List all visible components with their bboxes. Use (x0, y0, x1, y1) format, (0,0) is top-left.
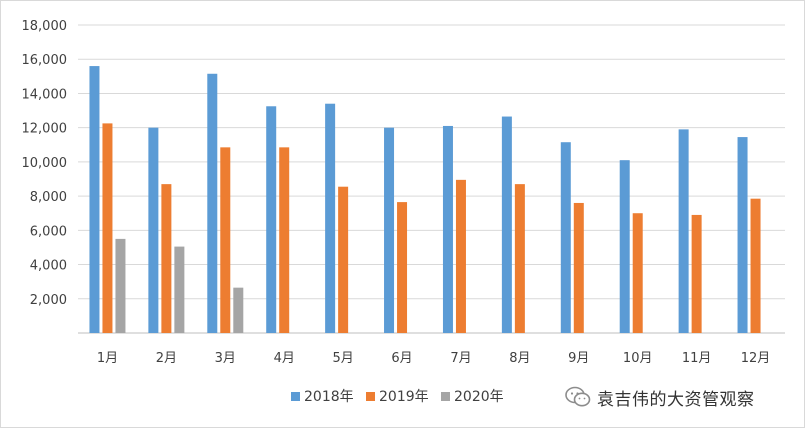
y-tick-label: 12,000 (22, 122, 68, 137)
bar-2018年-4月 (266, 106, 277, 334)
x-tick-label: 11月 (682, 351, 712, 366)
bar-2019年-7月 (455, 179, 466, 333)
bar-2018年-7月 (442, 125, 453, 333)
bar-2018年-6月 (384, 127, 395, 334)
bar-2019年-2月 (161, 184, 172, 333)
bar-2020年-2月 (174, 246, 185, 333)
bar-2018年-10月 (619, 160, 630, 333)
x-tick-label: 9月 (568, 351, 589, 366)
y-tick-label: 8,000 (30, 190, 67, 205)
y-tick-label: 14,000 (22, 87, 68, 102)
legend-swatch (366, 392, 375, 401)
bar-2019年-4月 (279, 147, 290, 333)
legend-swatch (441, 392, 450, 401)
y-tick-label: 18,000 (22, 19, 68, 34)
y-tick-label: 4,000 (30, 259, 67, 274)
legend-label: 2018年 (304, 389, 354, 405)
bar-2019年-1月 (102, 123, 113, 333)
x-tick-label: 12月 (741, 351, 771, 366)
bar-2018年-1月 (89, 66, 100, 334)
bar-2019年-9月 (573, 202, 584, 333)
x-tick-label: 1月 (97, 351, 118, 366)
bar-2018年-12月 (737, 137, 748, 333)
x-tick-label: 6月 (391, 351, 412, 366)
bar-2019年-12月 (750, 198, 761, 333)
bar-2018年-8月 (501, 116, 512, 334)
bar-2019年-8月 (514, 184, 525, 333)
gridlines (78, 24, 785, 300)
bar-2018年-3月 (207, 73, 218, 334)
bar-2018年-11月 (678, 129, 689, 333)
bar-2019年-5月 (338, 186, 349, 333)
x-axis-ticks: 1月 2月 3月 4月 5月 6月 7月 8月 9月 10月 11月 12月 (97, 351, 770, 366)
x-tick-label: 10月 (623, 351, 653, 366)
y-tick-label: 6,000 (30, 224, 67, 239)
y-tick-label: 2,000 (30, 293, 67, 308)
y-tick-label: 16,000 (22, 53, 68, 68)
x-tick-label: 2月 (156, 351, 177, 366)
watermark-text: 袁吉伟的大资管观察 (597, 389, 755, 410)
legend-swatch (291, 392, 300, 401)
x-tick-label: 5月 (332, 351, 353, 366)
x-tick-label: 7月 (450, 351, 471, 366)
y-tick-label: 10,000 (22, 156, 68, 171)
bar-2019年-11月 (691, 214, 702, 333)
bars (89, 66, 761, 334)
legend-label: 2019年 (379, 389, 429, 405)
wechat-icon (565, 386, 591, 407)
watermark: 袁吉伟的大资管观察 (565, 383, 755, 411)
x-tick-label: 4月 (274, 351, 295, 366)
bar-2020年-3月 (233, 287, 244, 333)
bar-2019年-6月 (397, 202, 408, 333)
legend-label: 2020年 (454, 389, 504, 405)
bar-2019年-3月 (220, 147, 231, 333)
legend: 2018年 2019年 2020年 (291, 389, 504, 405)
bar-2018年-5月 (325, 103, 336, 333)
bar-2019年-10月 (632, 213, 643, 333)
bar-2018年-2月 (148, 127, 159, 334)
x-tick-label: 8月 (509, 351, 530, 366)
bar-2018年-9月 (560, 142, 571, 333)
x-tick-label: 3月 (215, 351, 236, 366)
y-axis-ticks: 2,000 4,000 6,000 8,000 10,000 12,000 14,000 16… (22, 19, 68, 308)
bar-2020年-1月 (115, 238, 126, 333)
